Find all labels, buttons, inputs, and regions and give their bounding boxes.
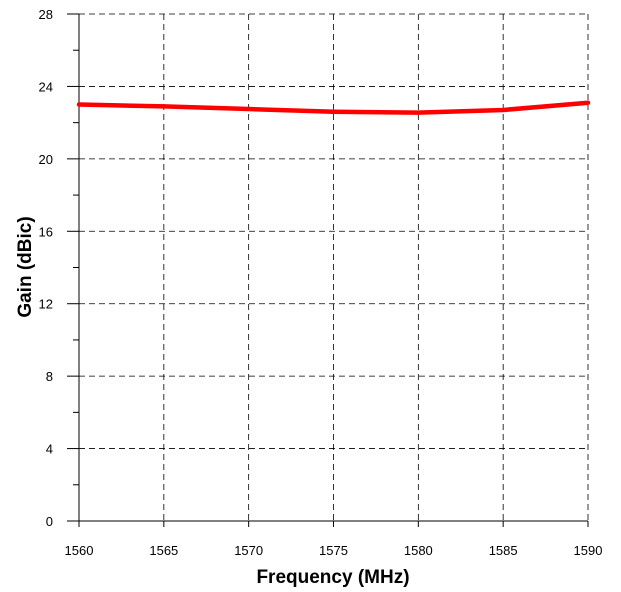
x-tick-label-1560: 1560 <box>65 543 94 558</box>
tick-labels: 1560 1565 1570 1575 1580 1585 1590 0 4 8 12 16 20 24 2… <box>39 7 603 558</box>
x-tick-label-1570: 1570 <box>234 543 263 558</box>
x-tick-label-1565: 1565 <box>149 543 178 558</box>
y-tick-label-0: 0 <box>46 514 53 529</box>
x-tick-label-1590: 1590 <box>574 543 603 558</box>
y-tick-label-16: 16 <box>39 224 53 239</box>
series-line-0 <box>76 100 591 115</box>
y-tick-label-28: 28 <box>39 7 53 22</box>
x-tick-label-1585: 1585 <box>489 543 518 558</box>
y-tick-label-20: 20 <box>39 152 53 167</box>
y-tick-label-4: 4 <box>46 442 53 457</box>
ticks <box>67 13 589 527</box>
y-tick-label-8: 8 <box>46 369 53 384</box>
y-tick-label-12: 12 <box>39 297 53 312</box>
x-tick-label-1575: 1575 <box>319 543 348 558</box>
y-axis-title: Gain (dBic) <box>15 216 36 317</box>
grid-lines <box>79 13 589 521</box>
series <box>76 100 591 115</box>
y-tick-label-24: 24 <box>39 79 53 94</box>
x-axis-title: Frequency (MHz) <box>256 567 409 588</box>
x-tick-label-1580: 1580 <box>404 543 433 558</box>
